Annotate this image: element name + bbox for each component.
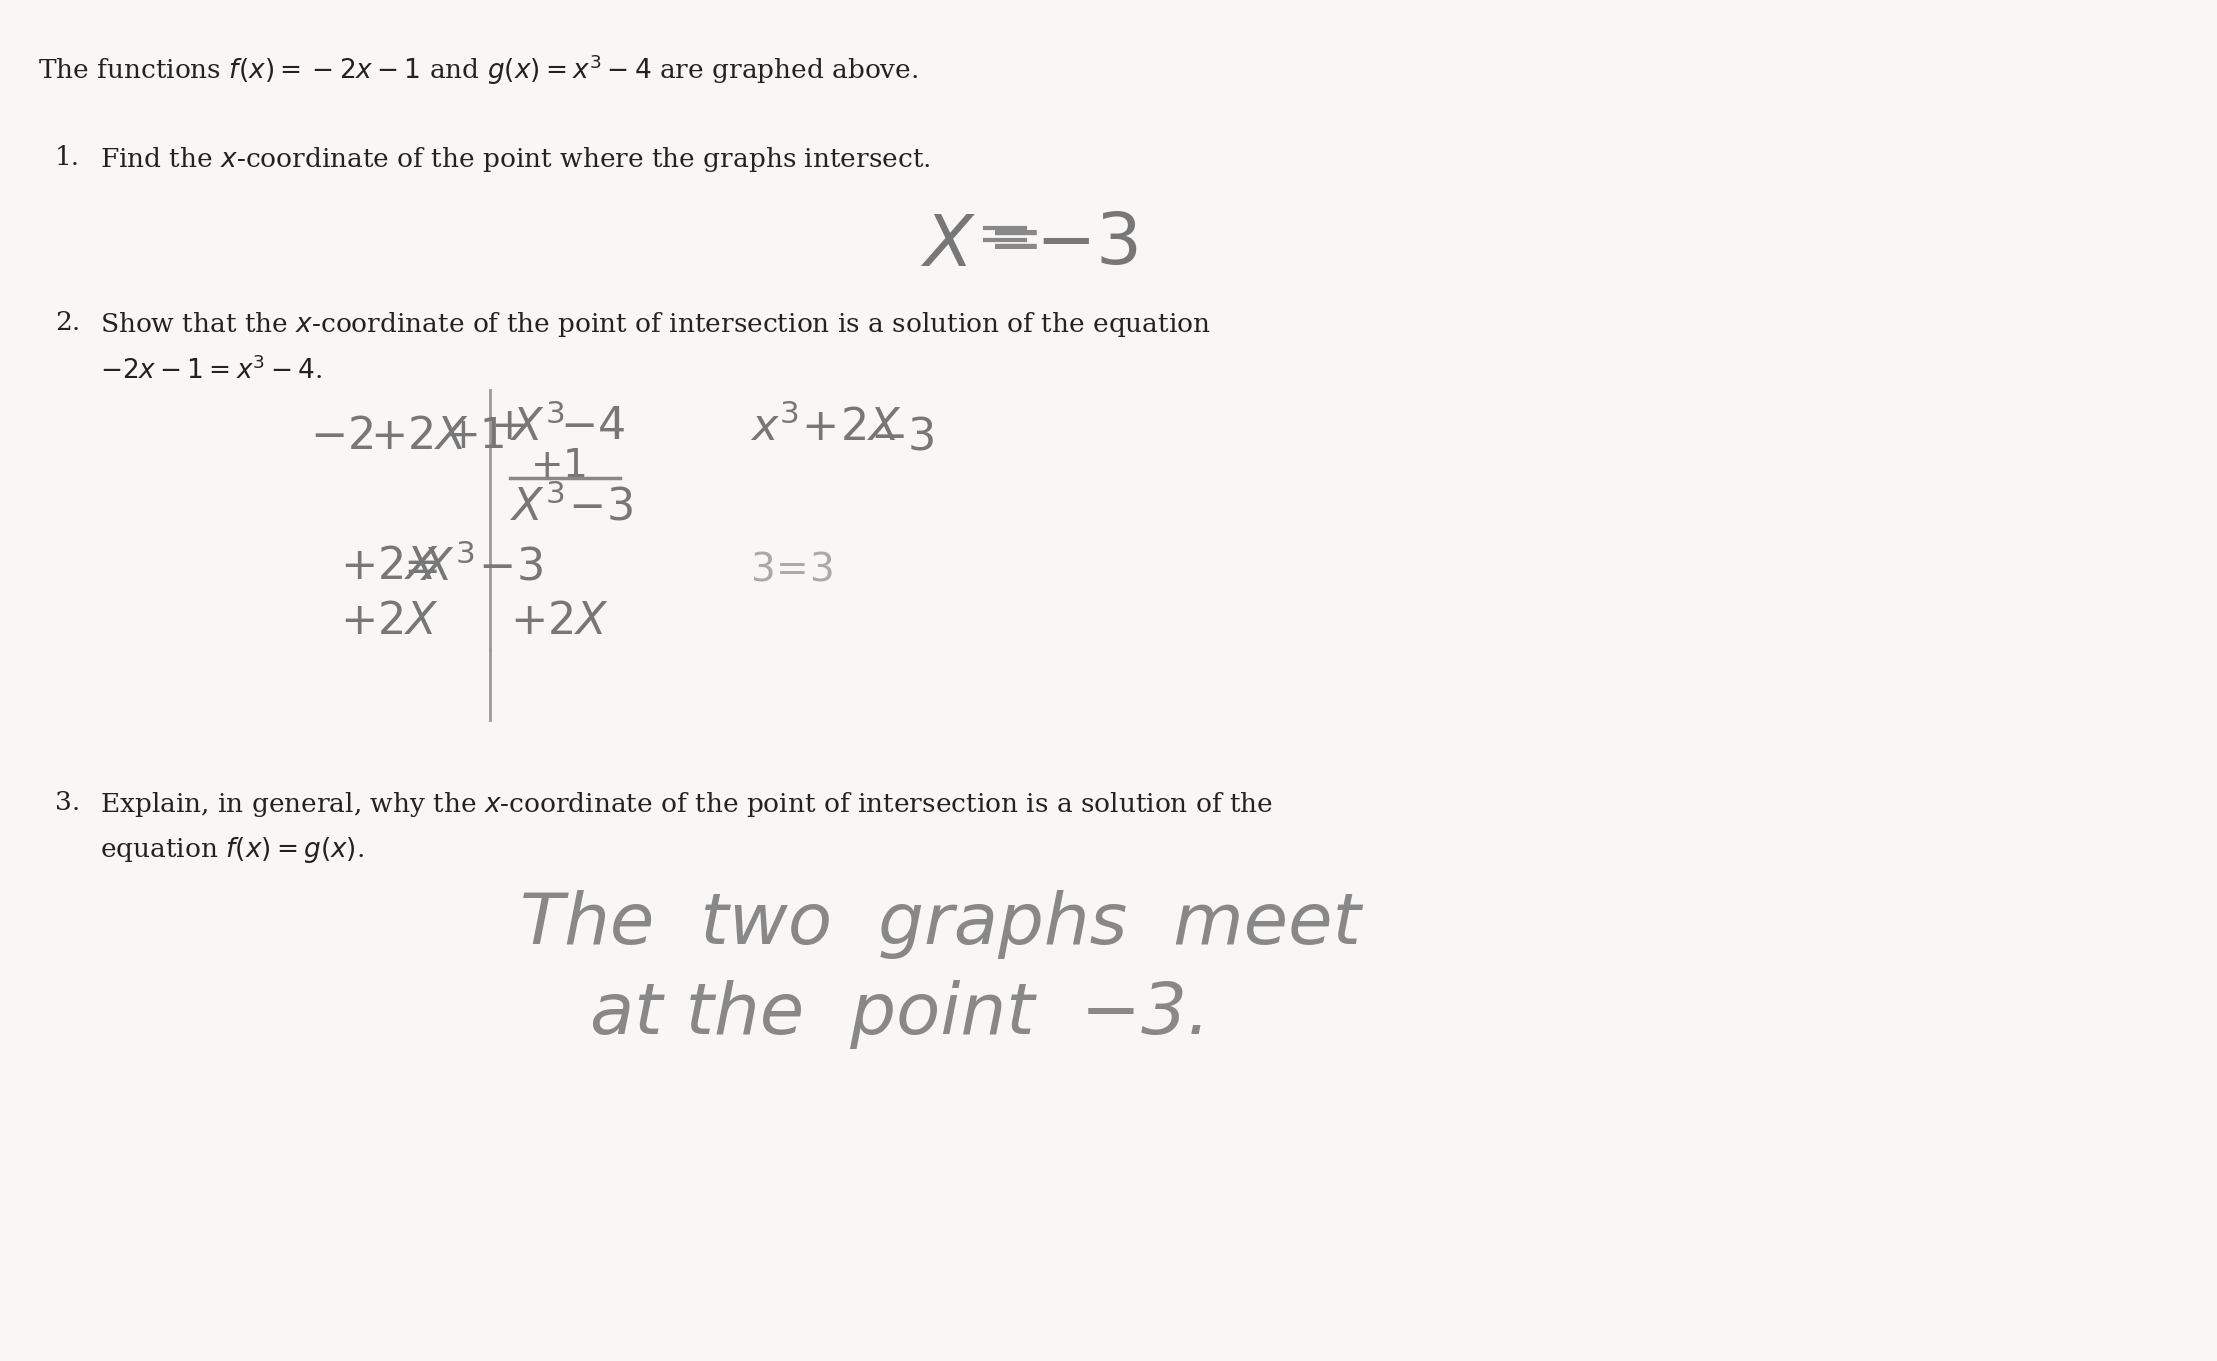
Text: $=$: $=$ <box>395 544 439 588</box>
Text: $-2$: $-2$ <box>310 415 372 459</box>
Text: $-2x - 1 = x^3 - 4$.: $-2x - 1 = x^3 - 4$. <box>100 355 321 384</box>
Text: $X^3\!-\!3$: $X^3\!-\!3$ <box>510 485 634 529</box>
Text: $3\!=\!3$: $3\!=\!3$ <box>749 550 834 588</box>
Text: Find the $x$-coordinate of the point where the graphs intersect.: Find the $x$-coordinate of the point whe… <box>100 146 931 174</box>
Text: $+2X$: $+2X$ <box>510 600 610 642</box>
Text: equation $f(x) = g(x)$.: equation $f(x) = g(x)$. <box>100 836 364 866</box>
Text: 2.: 2. <box>55 310 80 335</box>
Text: $+1$: $+1$ <box>530 446 585 485</box>
Text: 1.: 1. <box>55 146 80 170</box>
Text: $X^3$: $X^3$ <box>510 406 565 449</box>
Text: $+2X$: $+2X$ <box>339 600 439 642</box>
Text: $-4$: $-4$ <box>561 406 625 448</box>
Text: at the  point  −3.: at the point −3. <box>590 980 1210 1049</box>
Text: The functions $f(x) = -2x - 1$ and $g(x) = x^3 - 4$ are graphed above.: The functions $f(x) = -2x - 1$ and $g(x)… <box>38 52 918 87</box>
Text: $=$: $=$ <box>975 208 1040 274</box>
Text: 3.: 3. <box>55 789 80 815</box>
Text: Show that the $x$-coordinate of the point of intersection is a solution of the e: Show that the $x$-coordinate of the poin… <box>100 310 1210 339</box>
Text: $X^3\!-\!3$: $X^3\!-\!3$ <box>419 544 543 589</box>
Text: The  two  graphs  meet: The two graphs meet <box>521 890 1361 960</box>
Text: Explain, in general, why the $x$-coordinate of the point of intersection is a so: Explain, in general, why the $x$-coordin… <box>100 789 1273 819</box>
Text: $+2X$: $+2X$ <box>339 544 439 588</box>
Text: $\mathit{-3}$: $\mathit{-3}$ <box>1035 208 1137 279</box>
Text: $\mathit{X}$: $\mathit{X}$ <box>920 210 975 280</box>
Text: $-3$: $-3$ <box>869 415 933 459</box>
Text: $x^3\!+\!2X$: $x^3\!+\!2X$ <box>749 406 902 449</box>
Text: $+1$: $+1$ <box>446 415 505 457</box>
Text: $+2X$: $+2X$ <box>370 415 468 459</box>
Text: $+$: $+$ <box>490 406 525 448</box>
